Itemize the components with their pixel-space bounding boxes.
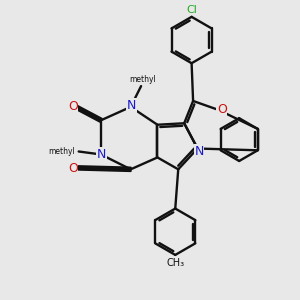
Text: O: O bbox=[217, 103, 227, 116]
Text: O: O bbox=[68, 162, 78, 175]
Text: CH₃: CH₃ bbox=[166, 258, 184, 268]
Text: N: N bbox=[97, 148, 106, 161]
Text: methyl: methyl bbox=[129, 75, 156, 84]
Text: methyl: methyl bbox=[48, 147, 75, 156]
Text: N: N bbox=[194, 145, 204, 158]
Text: O: O bbox=[68, 100, 78, 113]
Text: Cl: Cl bbox=[186, 5, 197, 15]
Text: N: N bbox=[127, 99, 136, 112]
